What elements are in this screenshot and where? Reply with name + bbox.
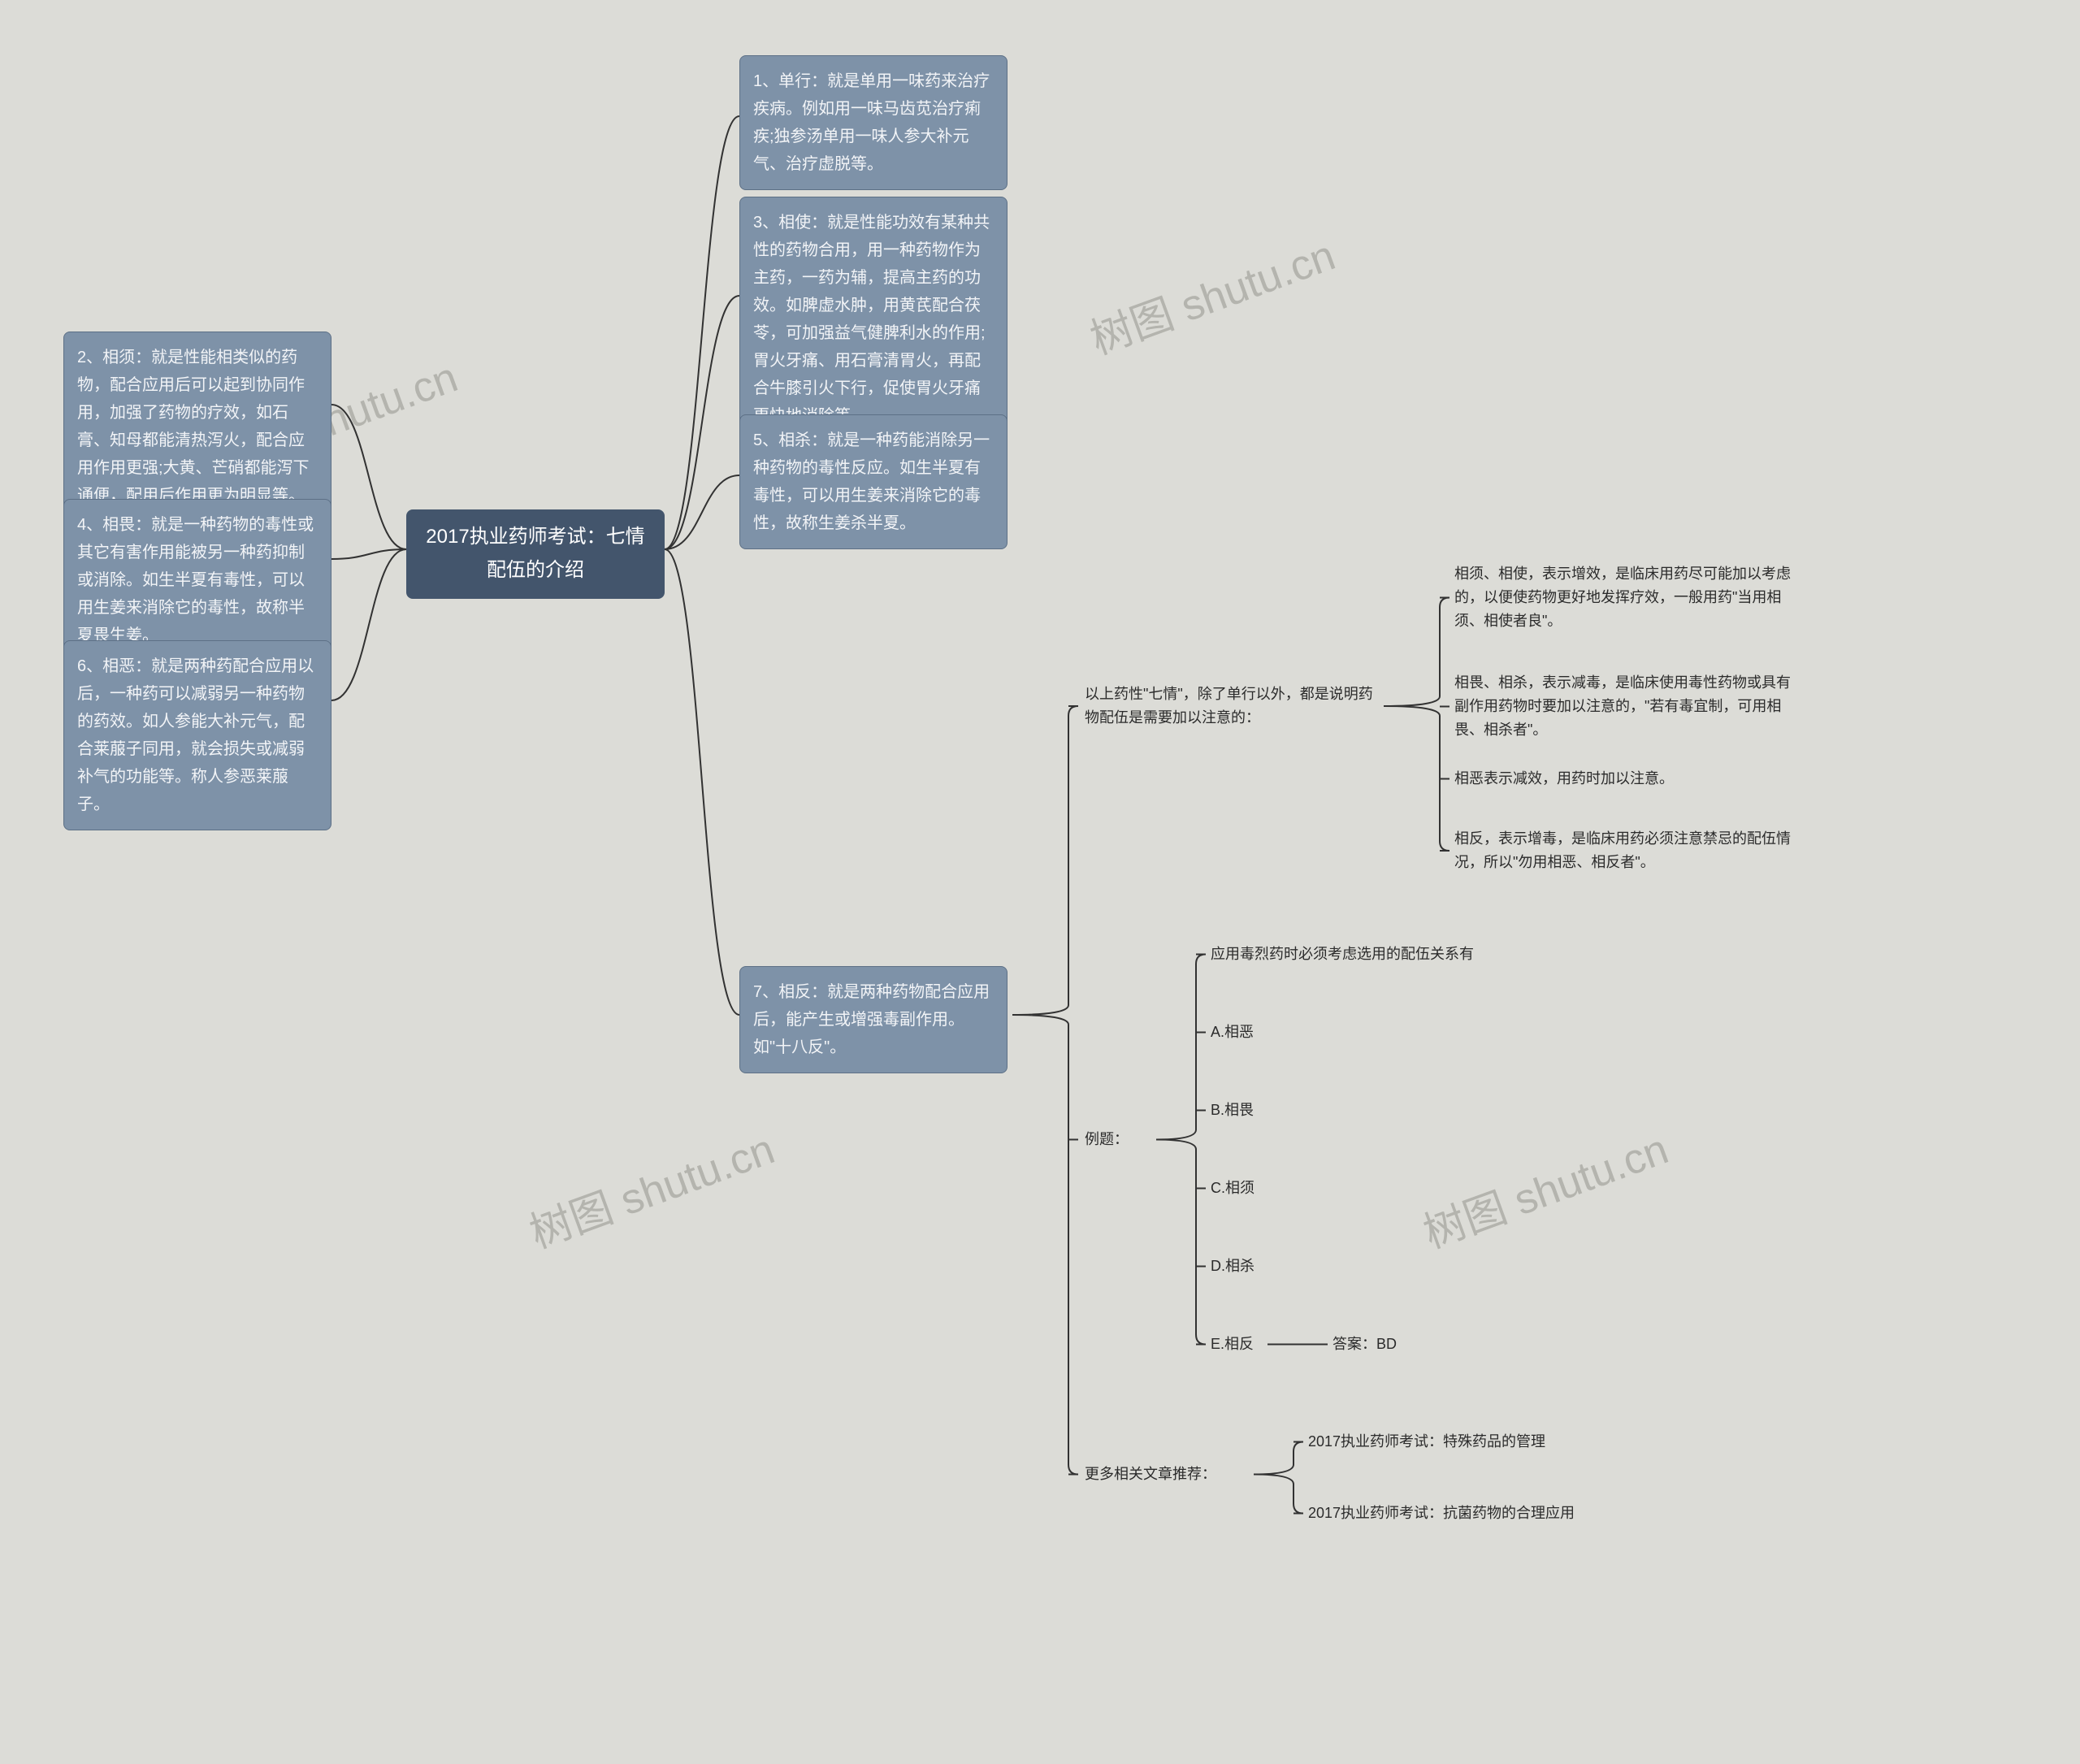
watermark: 树图 shutu.cn [1081,221,1342,366]
leaf-item[interactable]: E.相反 [1211,1333,1308,1356]
leaf-item[interactable]: D.相杀 [1211,1255,1308,1278]
leaf-item[interactable]: 相畏、相杀，表示减毒，是临床使用毒性药物或具有副作用药物时要加以注意的，"若有毒… [1454,671,1796,741]
root-node[interactable]: 2017执业药师考试：七情配伍的介绍 [406,509,665,599]
mindmap-canvas: 树图 shutu.cn树图 shutu.cn树图 shutu.cn树图 shut… [0,0,2080,1764]
leaf-item[interactable]: 相反，表示增毒，是临床用药必须注意禁忌的配伍情况，所以"勿用相恶、相反者"。 [1454,827,1796,874]
watermark: 树图 shutu.cn [1414,1115,1675,1259]
leaf-item[interactable]: B.相畏 [1211,1099,1308,1122]
branch-node-left[interactable]: 4、相畏：就是一种药物的毒性或其它有害作用能被另一种药抑制或消除。如生半夏有毒性… [63,499,332,661]
branch-node-right[interactable]: 3、相使：就是性能功效有某种共性的药物合用，用一种药物作为主药，一药为辅，提高主… [739,197,1008,442]
leaf-item[interactable]: 应用毒烈药时必须考虑选用的配伍关系有 [1211,943,1519,966]
branch-node-left[interactable]: 2、相须：就是性能相类似的药物，配合应用后可以起到协同作用，加强了药物的疗效，如… [63,332,332,522]
subgroup-label[interactable]: 例题： [1085,1128,1150,1151]
leaf-item[interactable]: 相恶表示减效，用药时加以注意。 [1454,767,1796,791]
branch-node-left[interactable]: 6、相恶：就是两种药配合应用以后，一种药可以减弱另一种药物的药效。如人参能大补元… [63,640,332,830]
subgroup-label[interactable]: 以上药性"七情"，除了单行以外，都是说明药物配伍是需要加以注意的： [1085,683,1377,730]
watermark: 树图 shutu.cn [520,1115,782,1259]
subgroup-label[interactable]: 更多相关文章推荐： [1085,1463,1247,1486]
branch-node-right[interactable]: 7、相反：就是两种药物配合应用后，能产生或增强毒副作用。如"十八反"。 [739,966,1008,1073]
branch-node-right[interactable]: 5、相杀：就是一种药能消除另一种药物的毒性反应。如生半夏有毒性，可以用生姜来消除… [739,414,1008,549]
leaf-item[interactable]: C.相须 [1211,1177,1308,1200]
leaf-trailing: 答案：BD [1332,1333,1446,1356]
branch-node-right[interactable]: 1、单行：就是单用一味药来治疗疾病。例如用一味马齿苋治疗痢疾;独参汤单用一味人参… [739,55,1008,190]
leaf-item[interactable]: 相须、相使，表示增效，是临床用药尽可能加以考虑的，以便使药物更好地发挥疗效，一般… [1454,562,1796,632]
leaf-item[interactable]: 2017执业药师考试：抗菌药物的合理应用 [1308,1502,1617,1525]
leaf-item[interactable]: 2017执业药师考试：特殊药品的管理 [1308,1430,1617,1454]
leaf-item[interactable]: A.相恶 [1211,1021,1308,1044]
